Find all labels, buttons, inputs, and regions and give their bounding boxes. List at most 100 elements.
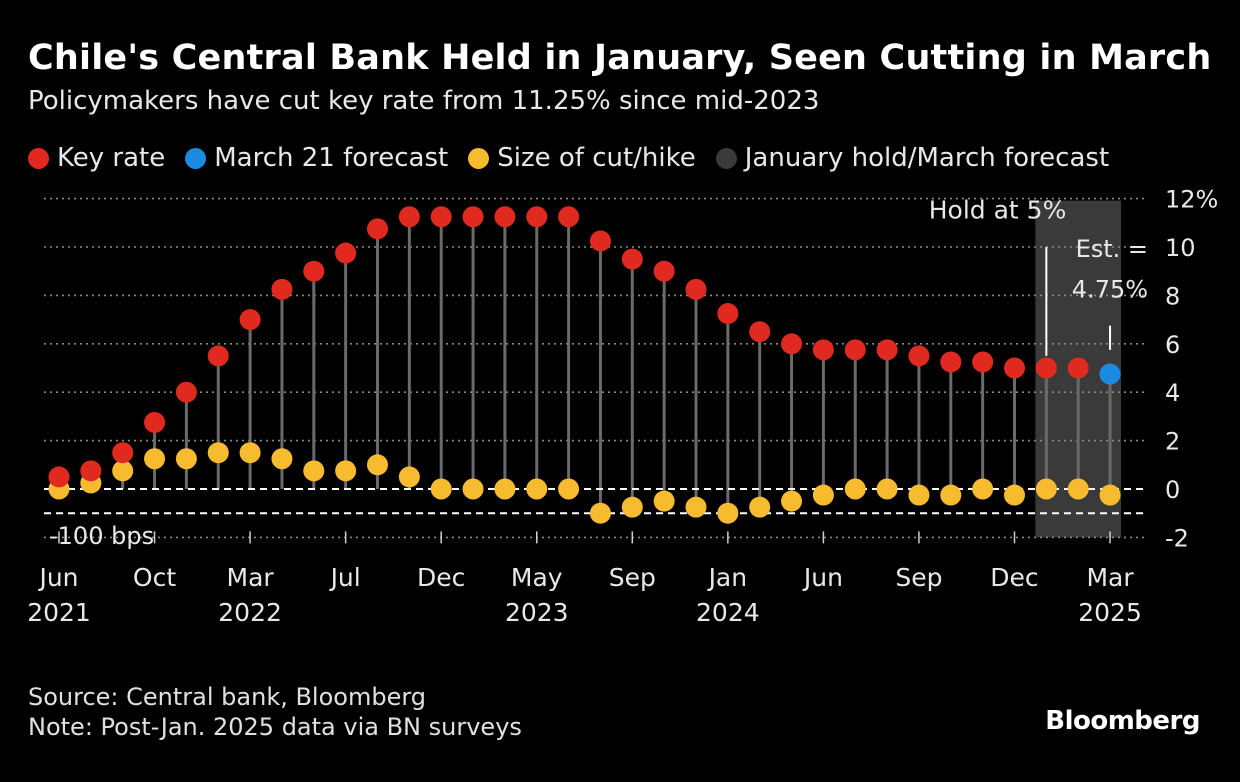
key-rate-point [207, 345, 229, 367]
key-rate-point [908, 345, 930, 367]
x-tick-month: Oct [133, 563, 176, 592]
key-rate-point [589, 230, 611, 252]
key-rate-point [175, 381, 197, 403]
cut-size-point [1035, 478, 1057, 500]
cut-size-point [589, 502, 611, 524]
footer: Source: Central bank, Bloomberg Note: Po… [28, 682, 522, 742]
key-rate-point [303, 260, 325, 282]
cut-size-point [494, 478, 516, 500]
cut-size-point [430, 478, 452, 500]
key-rate-point [781, 333, 803, 355]
chart-subtitle: Policymakers have cut key rate from 11.2… [28, 86, 820, 116]
legend-label: January hold/March forecast [744, 143, 1110, 173]
x-tick-year: 2024 [696, 598, 760, 627]
x-tick-month: Jun [37, 563, 78, 592]
cut-size-point [749, 496, 771, 518]
x-tick-month: Sep [895, 563, 942, 592]
cut-size-point [940, 484, 962, 506]
x-tick-month: Jul [329, 563, 361, 592]
cut-size-point [144, 448, 166, 470]
cut-size-point [398, 466, 420, 488]
key-rate-point [494, 206, 516, 228]
cut-size-point [972, 478, 994, 500]
y-tick-label: 12% [1165, 186, 1218, 214]
legend-item-shade: January hold/March forecast [715, 143, 1110, 173]
cut-size-point [558, 478, 580, 500]
x-tick-month: May [511, 563, 563, 592]
note-text: Note: Post-Jan. 2025 data via BN surveys [28, 713, 522, 741]
key-rate-point [48, 466, 70, 488]
key-rate-point [717, 303, 739, 325]
key-rate-point [1067, 357, 1089, 379]
annotations: Hold at 5% Est. = 4.75% [929, 196, 1148, 356]
dots [48, 206, 1121, 524]
x-axis: Jun 2021 Oct Mar 2022 Jul Dec May 2023 Sep Jan 2024… [27, 531, 1142, 627]
key-rate-point [685, 278, 707, 300]
bloomberg-logo: Bloomberg [1045, 706, 1200, 736]
cut-size-point [335, 460, 357, 482]
key-rate-dot-icon [28, 147, 49, 169]
key-rate-point [462, 206, 484, 228]
legend-label: March 21 forecast [214, 143, 449, 173]
legend-item-forecast: March 21 forecast [185, 143, 448, 173]
key-rate-point [430, 206, 452, 228]
x-tick-month: Jan [707, 563, 748, 592]
legend: Key rate March 21 forecast Size of cut/h… [28, 143, 1109, 173]
key-rate-point [1035, 357, 1057, 379]
y-axis: -2 0 2 4 6 8 10 12% [1165, 186, 1218, 553]
key-rate-point [144, 411, 166, 433]
key-rate-point [239, 309, 261, 331]
legend-label: Size of cut/hike [497, 143, 696, 173]
shade-dot-icon [715, 147, 737, 169]
key-rate-point [972, 351, 994, 373]
key-rate-point [940, 351, 962, 373]
y-tick-label: 6 [1165, 331, 1180, 359]
cut-size-point [1067, 478, 1089, 500]
cut-size-point [717, 502, 739, 524]
key-rate-point [335, 242, 357, 264]
cut-size-point [781, 490, 803, 512]
key-rate-point [653, 260, 675, 282]
x-tick-month: Jun [802, 563, 843, 592]
x-tick-year: 2021 [27, 598, 91, 627]
y-tick-label: 8 [1165, 282, 1180, 310]
annotation-estimate-line2: 4.75% [1072, 275, 1148, 303]
cut-size-point [367, 454, 388, 476]
key-rate-point [876, 339, 898, 361]
cut-size-point [844, 478, 866, 500]
y-tick-label: 0 [1165, 476, 1180, 504]
forecast-point [1099, 363, 1121, 385]
legend-item-key-rate: Key rate [28, 143, 165, 173]
cut-size-point [876, 478, 898, 500]
annotation-hold: Hold at 5% [929, 196, 1067, 225]
x-tick-month: Dec [990, 563, 1038, 592]
key-rate-point [398, 206, 420, 228]
x-tick-year: 2023 [505, 598, 569, 627]
legend-label: Key rate [57, 143, 166, 173]
cut-size-point [303, 460, 325, 482]
key-rate-point [526, 206, 548, 228]
y-tick-label: 2 [1165, 428, 1180, 456]
cut-size-point [1004, 484, 1025, 506]
cut-size-dot-icon [468, 147, 490, 169]
key-rate-point [749, 321, 771, 343]
legend-item-cut-size: Size of cut/hike [468, 143, 696, 173]
key-rate-point [271, 278, 293, 300]
chart-title: Chile's Central Bank Held in January, Se… [28, 38, 1212, 78]
y-tick-label: -2 [1165, 524, 1189, 552]
key-rate-point [621, 248, 643, 270]
cut-size-point [112, 460, 134, 482]
key-rate-point [367, 218, 388, 240]
y-tick-label: 4 [1165, 379, 1180, 407]
cut-size-point [239, 442, 261, 464]
x-tick-year: 2022 [218, 598, 282, 627]
cut-size-point [812, 484, 834, 506]
cut-size-point [908, 484, 930, 506]
cut-size-point [271, 448, 293, 470]
y-tick-label: 10 [1165, 234, 1196, 262]
x-tick-month: Mar [227, 563, 275, 592]
cut-size-point [207, 442, 229, 464]
cut-size-point [462, 478, 484, 500]
key-rate-point [1004, 357, 1025, 379]
